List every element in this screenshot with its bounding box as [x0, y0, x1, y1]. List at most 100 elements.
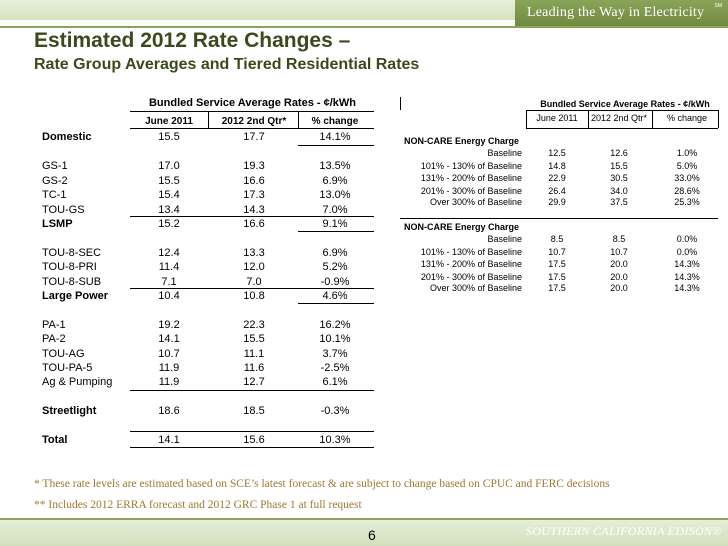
- row-label: TOU-8-PRI: [42, 261, 97, 273]
- cell-pct-change: 14.1%: [319, 131, 351, 143]
- cell-2012-q2: 30.5: [610, 173, 628, 183]
- cell-pct-change: 28.6%: [674, 186, 700, 196]
- total-rule-top: [130, 431, 374, 432]
- col-header-pct-change: % change: [311, 116, 359, 127]
- tier-label: 131% - 200% of Baseline: [420, 259, 522, 269]
- section-title: NON-CARE Energy Charge: [404, 136, 520, 146]
- cell-june-2011: 18.6: [158, 405, 180, 417]
- cell-2012-q2: 8.5: [612, 234, 626, 244]
- row-label: PA-2: [42, 333, 66, 345]
- company-brand: SOUTHERN CALIFORNIA EDISON®: [526, 524, 722, 538]
- cell-june-2011: 19.2: [158, 319, 180, 331]
- cell-pct-change: 13.5%: [319, 160, 351, 172]
- cell-pct-change: 10.1%: [319, 333, 351, 345]
- row-label: TOU-GS: [42, 204, 85, 216]
- cell-2012-q2: 34.0: [610, 186, 628, 196]
- row-label: Total: [42, 434, 68, 446]
- cell-june-2011: 11.9: [158, 376, 180, 388]
- cell-june-2011: 14.8: [548, 161, 566, 171]
- cell-2012-q2: 15.6: [243, 434, 265, 446]
- row-label: TOU-8-SUB: [42, 276, 102, 288]
- col-header-pct-change: % change: [666, 113, 708, 123]
- cell-pct-change: 16.2%: [319, 319, 351, 331]
- cell-pct-change: 13.0%: [319, 189, 351, 201]
- row-rule: [130, 288, 374, 289]
- row-label: Ag & Pumping: [42, 376, 113, 388]
- right-header-rule-bottom: [526, 128, 718, 129]
- cell-pct-change: 1.0%: [676, 148, 698, 158]
- cell-june-2011: 7.1: [161, 276, 177, 288]
- header-rule: [0, 26, 728, 28]
- row-label: GS-1: [42, 160, 68, 172]
- col-header-2012-q2: 2012 2nd Qtr*: [590, 113, 648, 123]
- row-label: TOU-AG: [42, 348, 85, 360]
- footer-rule: [0, 518, 728, 520]
- row-label: TOU-PA-5: [42, 362, 93, 374]
- page-number: 6: [368, 527, 376, 543]
- cell-june-2011: 15.5: [158, 175, 180, 187]
- row-rule: [298, 231, 374, 232]
- cell-june-2011: 29.9: [548, 197, 566, 207]
- col-header-june-2011: June 2011: [145, 116, 193, 127]
- cell-june-2011: 26.4: [548, 186, 566, 196]
- cell-june-2011: 13.4: [158, 204, 180, 216]
- cell-2012-q2: 18.5: [243, 405, 265, 417]
- cell-june-2011: 17.5: [548, 272, 566, 282]
- page-subtitle: Rate Group Averages and Tiered Residenti…: [34, 56, 420, 73]
- tier-label: Over 300% of Baseline: [429, 197, 522, 207]
- col-header-june-2011: June 2011: [536, 113, 578, 123]
- header-bar: Leading the Way in Electricity SM: [0, 0, 728, 26]
- cell-pct-change: 33.0%: [674, 173, 700, 183]
- header-divider: [718, 110, 719, 128]
- cell-2012-q2: 12.0: [243, 261, 265, 273]
- tier-label: 201% - 300% of Baseline: [420, 272, 522, 282]
- cell-june-2011: 11.4: [158, 261, 180, 273]
- footer-bar: [0, 520, 728, 546]
- cell-pct-change: 25.3%: [674, 197, 700, 207]
- row-rule: [298, 303, 374, 304]
- row-rule: [130, 390, 374, 391]
- cell-2012-q2: 19.3: [243, 160, 265, 172]
- header-rule-bottom: [130, 128, 374, 129]
- cell-2012-q2: 15.5: [610, 161, 628, 171]
- cell-2012-q2: 14.3: [243, 204, 265, 216]
- cell-june-2011: 17.5: [548, 283, 566, 293]
- cell-pct-change: 6.9%: [322, 175, 348, 187]
- cell-pct-change: 3.7%: [322, 348, 348, 360]
- row-label: GS-2: [42, 175, 68, 187]
- tier-label: 101% - 130% of Baseline: [420, 161, 522, 171]
- cell-pct-change: -2.5%: [320, 362, 350, 374]
- col-header-2012-q2: 2012 2nd Qtr*: [221, 116, 287, 127]
- cell-2012-q2: 17.7: [243, 131, 265, 143]
- cell-june-2011: 10.4: [158, 290, 180, 302]
- cell-2012-q2: 13.3: [243, 247, 265, 259]
- header-divider: [208, 111, 209, 128]
- row-label: Large Power: [42, 290, 109, 302]
- header-divider: [298, 111, 299, 128]
- cell-2012-q2: 10.8: [243, 290, 265, 302]
- row-label: TC-1: [42, 189, 67, 201]
- cell-2012-q2: 20.0: [610, 283, 628, 293]
- cell-pct-change: 14.3%: [674, 283, 700, 293]
- cell-june-2011: 12.4: [158, 247, 180, 259]
- cell-2012-q2: 12.6: [610, 148, 628, 158]
- section-rule: [400, 218, 718, 219]
- cell-2012-q2: 16.6: [243, 218, 265, 230]
- tagline: Leading the Way in Electricity: [527, 5, 705, 20]
- row-rule: [130, 216, 374, 217]
- right-group-header: Bundled Service Average Rates - ¢/kWh: [540, 99, 710, 109]
- cell-pct-change: 0.0%: [676, 234, 698, 244]
- cell-pct-change: -0.3%: [320, 405, 350, 417]
- cell-pct-change: -0.9%: [320, 276, 350, 288]
- cell-pct-change: 10.3%: [319, 434, 351, 446]
- cell-june-2011: 11.9: [158, 362, 180, 374]
- cell-2012-q2: 7.0: [246, 276, 262, 288]
- left-group-header: Bundled Service Average Rates - ¢/kWh: [148, 97, 357, 109]
- cell-pct-change: 9.1%: [322, 218, 348, 230]
- tier-label: 131% - 200% of Baseline: [420, 173, 522, 183]
- footnote-1: * These rate levels are estimated based …: [34, 478, 610, 490]
- cell-june-2011: 10.7: [158, 348, 180, 360]
- cell-june-2011: 12.5: [548, 148, 566, 158]
- service-mark: SM: [714, 3, 723, 9]
- row-label: LSMP: [42, 218, 73, 230]
